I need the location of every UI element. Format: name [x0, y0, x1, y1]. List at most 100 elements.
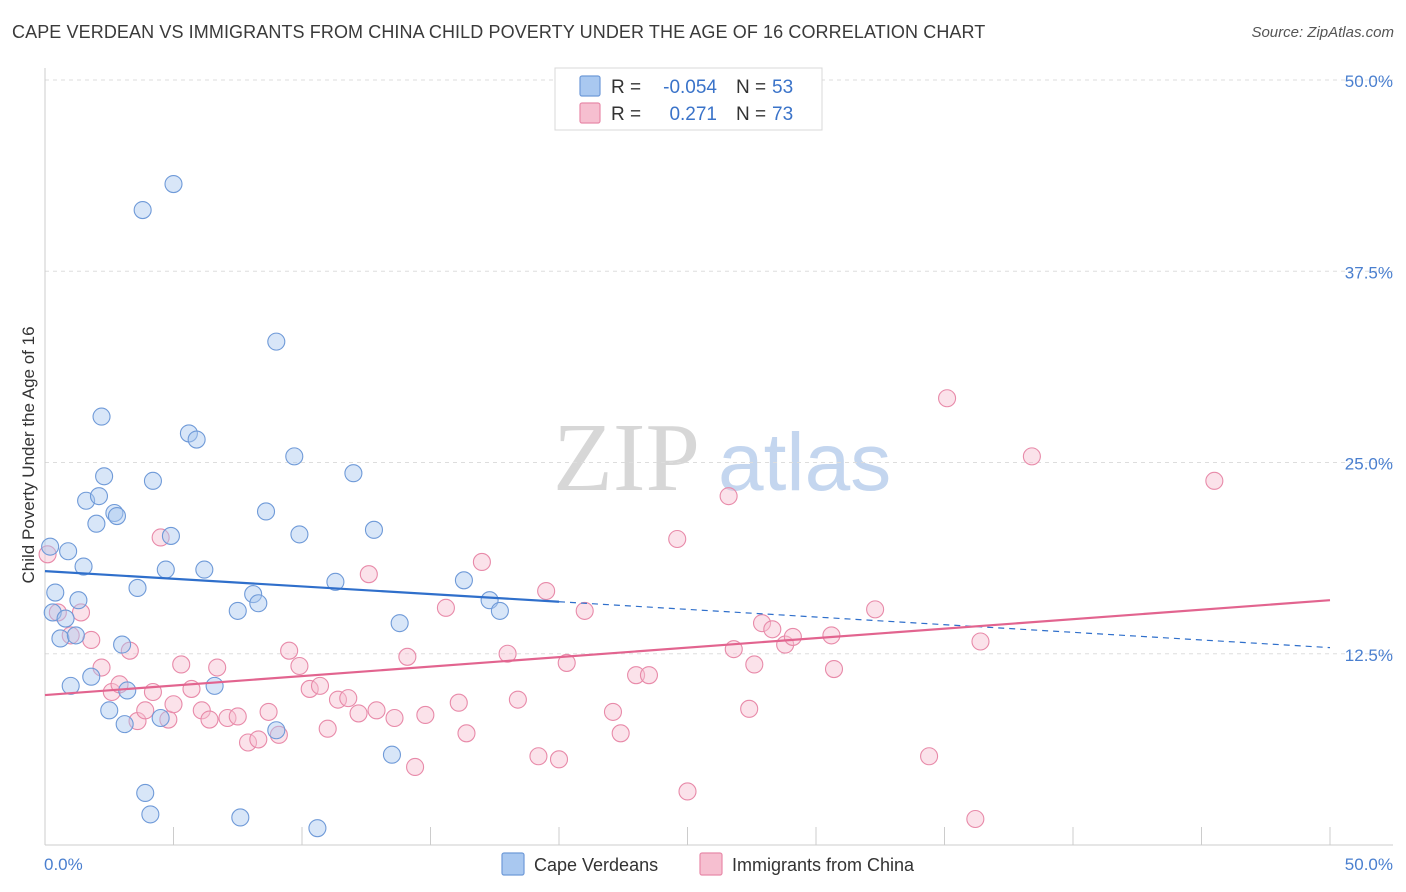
- point-immigrants-from-china-38: [406, 757, 425, 777]
- series-legend-swatch-cape-verdeans: [501, 852, 525, 876]
- point-cape-verdeans-39: [256, 502, 276, 521]
- point-cape-verdeans-48: [382, 745, 402, 764]
- series-cape-verdeans-points: [41, 174, 509, 838]
- point-immigrants-from-china-18: [200, 710, 219, 729]
- point-immigrants-from-china-52: [611, 724, 630, 743]
- x-tick-label-1: 50.0%: [1345, 855, 1393, 874]
- point-cape-verdeans-20: [115, 715, 134, 734]
- point-cape-verdeans-16: [100, 701, 119, 720]
- chart-source: Source: ZipAtlas.com: [1251, 24, 1394, 41]
- point-immigrants-from-china-57: [719, 487, 738, 506]
- point-cape-verdeans-44: [308, 819, 327, 838]
- point-immigrants-from-china-33: [349, 704, 368, 723]
- point-immigrants-from-china-2: [61, 626, 80, 645]
- stats-legend-r-label-2: R =: [611, 104, 641, 125]
- stats-legend-r-value-1: -0.054: [663, 77, 717, 98]
- point-cape-verdeans-13: [89, 487, 109, 506]
- point-immigrants-from-china-73: [1205, 471, 1224, 490]
- y-tick-label-3: 50.0%: [1345, 72, 1393, 91]
- point-immigrants-from-china-68: [920, 747, 939, 766]
- stats-legend-swatch-pink: [579, 102, 601, 124]
- point-cape-verdeans-36: [231, 808, 250, 827]
- point-immigrants-from-china-49: [557, 653, 576, 672]
- point-cape-verdeans-52: [490, 601, 509, 620]
- point-immigrants-from-china-21: [228, 707, 247, 726]
- point-cape-verdeans-47: [364, 520, 384, 539]
- point-immigrants-from-china-64: [783, 627, 802, 646]
- point-immigrants-from-china-56: [678, 782, 697, 801]
- point-immigrants-from-china-27: [290, 656, 309, 676]
- y-tick-labels: 12.5% 25.0% 37.5% 50.0%: [1345, 72, 1393, 665]
- point-immigrants-from-china-67: [866, 600, 885, 619]
- point-cape-verdeans-43: [290, 525, 309, 544]
- point-immigrants-from-china-71: [971, 632, 990, 651]
- point-immigrants-from-china-69: [938, 389, 957, 408]
- trend-line-cape-verdeans: [44, 570, 560, 603]
- point-cape-verdeans-6: [61, 676, 80, 695]
- point-cape-verdeans-29: [161, 526, 180, 545]
- stats-legend-n-label-2: N =: [736, 104, 766, 125]
- point-immigrants-from-china-37: [398, 647, 417, 666]
- point-immigrants-from-china-42: [457, 724, 476, 743]
- point-immigrants-from-china-26: [280, 641, 299, 660]
- point-cape-verdeans-28: [156, 560, 175, 579]
- point-immigrants-from-china-19: [208, 658, 227, 677]
- point-cape-verdeans-33: [195, 560, 214, 579]
- chart-title: CAPE VERDEAN VS IMMIGRANTS FROM CHINA CH…: [12, 22, 986, 42]
- point-immigrants-from-china-4: [82, 630, 101, 650]
- point-immigrants-from-china-10: [136, 701, 155, 720]
- point-immigrants-from-china-51: [603, 702, 623, 721]
- point-cape-verdeans-30: [164, 174, 183, 194]
- point-cape-verdeans-46: [344, 464, 363, 483]
- point-immigrants-from-china-43: [472, 552, 491, 572]
- point-cape-verdeans-12: [87, 514, 106, 533]
- point-immigrants-from-china-17: [192, 701, 211, 720]
- trend-line-cape-verdeans-extension: [558, 601, 1331, 649]
- point-cape-verdeans-42: [285, 447, 304, 466]
- point-immigrants-from-china-30: [318, 719, 337, 738]
- point-immigrants-from-china-32: [339, 689, 358, 708]
- point-cape-verdeans-22: [128, 578, 147, 598]
- x-tick-labels: 0.0% 50.0%: [44, 855, 1393, 874]
- point-immigrants-from-china-62: [763, 620, 782, 639]
- point-cape-verdeans-25: [141, 805, 160, 824]
- point-cape-verdeans-11: [82, 667, 101, 686]
- point-cape-verdeans-18: [107, 506, 127, 526]
- stats-legend-r-label-1: R =: [611, 77, 641, 98]
- series-legend-label-immigrants-from-china: Immigrants from China: [732, 855, 915, 875]
- point-cape-verdeans-49: [390, 614, 409, 633]
- point-immigrants-from-china-6: [102, 682, 121, 702]
- point-cape-verdeans-26: [143, 471, 162, 490]
- point-immigrants-from-china-45: [508, 690, 527, 709]
- point-immigrants-from-china-65: [822, 626, 841, 645]
- watermark-zip: ZIP: [553, 404, 700, 512]
- series-legend-label-cape-verdeans: Cape Verdeans: [534, 855, 658, 875]
- point-immigrants-from-china-41: [449, 693, 468, 712]
- point-immigrants-from-china-34: [359, 565, 378, 584]
- point-cape-verdeans-32: [187, 430, 206, 449]
- point-immigrants-from-china-29: [310, 676, 330, 695]
- point-cape-verdeans-41: [267, 721, 286, 740]
- axes: [44, 68, 1393, 846]
- point-immigrants-from-china-53: [627, 666, 646, 685]
- point-immigrants-from-china-54: [639, 666, 659, 685]
- point-immigrants-from-china-60: [745, 655, 764, 674]
- point-immigrants-from-china-50: [575, 601, 594, 620]
- point-cape-verdeans-45: [326, 572, 345, 591]
- stats-legend: R = -0.054 N = 53 R = 0.271 N = 73: [554, 67, 823, 131]
- stats-legend-n-value-2: 73: [772, 104, 793, 125]
- point-cape-verdeans-34: [205, 676, 224, 695]
- stats-legend-n-label-1: N =: [736, 77, 766, 98]
- point-immigrants-from-china-48: [549, 750, 569, 769]
- point-cape-verdeans-14: [92, 407, 111, 426]
- point-immigrants-from-china-44: [498, 644, 517, 663]
- y-tick-label-2: 37.5%: [1345, 263, 1393, 282]
- point-immigrants-from-china-40: [436, 598, 455, 617]
- point-cape-verdeans-7: [66, 626, 85, 645]
- point-immigrants-from-china-28: [300, 679, 319, 698]
- point-immigrants-from-china-66: [824, 659, 844, 679]
- point-cape-verdeans-3: [51, 629, 70, 648]
- point-cape-verdeans-5: [59, 542, 78, 561]
- point-immigrants-from-china-14: [164, 695, 183, 714]
- point-immigrants-from-china-59: [740, 699, 759, 718]
